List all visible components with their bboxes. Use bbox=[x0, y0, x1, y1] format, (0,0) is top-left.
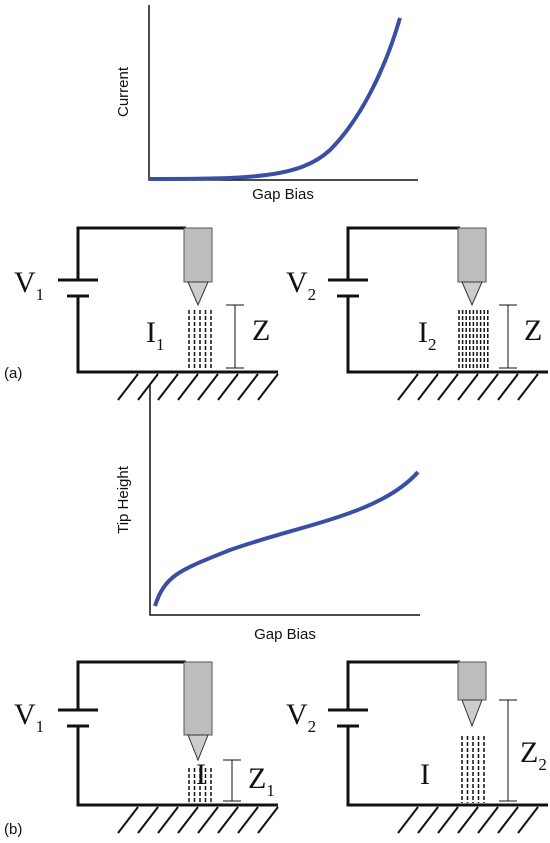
ground-hatch bbox=[518, 807, 538, 833]
ground-hatch bbox=[478, 807, 498, 833]
voltage-label-symbol: V bbox=[286, 698, 308, 731]
wire bbox=[78, 296, 278, 372]
tip-body bbox=[184, 228, 212, 282]
ground-hatch bbox=[418, 807, 438, 833]
ground-hatch bbox=[458, 807, 478, 833]
height-label-symbol: Z bbox=[524, 314, 542, 347]
height-label-symbol: Z bbox=[248, 762, 266, 795]
panel-label: (a) bbox=[4, 365, 22, 382]
tip-body bbox=[458, 228, 486, 282]
x-label: Gap Bias bbox=[254, 626, 316, 643]
height-label-subscript: 2 bbox=[538, 755, 547, 774]
current-label: I bbox=[196, 758, 206, 791]
height-label: Z bbox=[524, 314, 542, 347]
wire bbox=[348, 726, 548, 805]
height-label-symbol: Z bbox=[520, 736, 538, 769]
tip-apex bbox=[188, 735, 208, 760]
tip-apex bbox=[188, 282, 208, 305]
height-label: Z2 bbox=[520, 736, 547, 774]
voltage-label-symbol: V bbox=[14, 698, 36, 731]
stm-diagram: Current Gap Bias (a) Tip Height Gap Bias… bbox=[0, 0, 550, 843]
current-label: I2 bbox=[418, 316, 437, 354]
voltage-label-subscript: 1 bbox=[36, 717, 45, 736]
ground-hatch bbox=[238, 807, 258, 833]
ground-hatch bbox=[138, 807, 158, 833]
ground-hatch bbox=[118, 374, 138, 400]
ground-hatch bbox=[398, 807, 418, 833]
ground-hatch bbox=[178, 807, 198, 833]
voltage-label-symbol: V bbox=[286, 266, 308, 299]
ground-hatch bbox=[458, 374, 478, 400]
ground-hatch bbox=[498, 807, 518, 833]
height-label: Z1 bbox=[248, 762, 275, 800]
current-label: I1 bbox=[146, 316, 165, 354]
height-label: Z bbox=[252, 314, 270, 347]
tip-body bbox=[184, 662, 212, 735]
voltage-label-subscript: 1 bbox=[36, 285, 45, 304]
voltage-label-subscript: 2 bbox=[308, 717, 317, 736]
current-label-symbol: I bbox=[196, 758, 206, 791]
x-label: Gap Bias bbox=[252, 186, 314, 203]
ground-hatch bbox=[258, 807, 278, 833]
voltage-label: V1 bbox=[14, 698, 44, 736]
current-label-symbol: I bbox=[420, 758, 430, 791]
wire bbox=[348, 296, 548, 372]
current-label-subscript: 1 bbox=[156, 335, 165, 354]
tip-body bbox=[458, 662, 486, 700]
current-label-subscript: 2 bbox=[428, 335, 437, 354]
current-label-symbol: I bbox=[418, 316, 428, 349]
height-label-symbol: Z bbox=[252, 314, 270, 347]
voltage-label: V2 bbox=[286, 698, 316, 736]
ground-hatch bbox=[218, 374, 238, 400]
wire bbox=[78, 228, 186, 280]
height-label-subscript: 1 bbox=[266, 781, 275, 800]
ground-hatch bbox=[418, 374, 438, 400]
wire bbox=[348, 228, 460, 280]
ground-hatch bbox=[518, 374, 538, 400]
tip-apex bbox=[462, 700, 482, 726]
ground-hatch bbox=[478, 374, 498, 400]
y-label: Current bbox=[115, 66, 132, 117]
ground-hatch bbox=[118, 807, 138, 833]
current-curve bbox=[149, 18, 400, 179]
ground-hatch bbox=[198, 807, 218, 833]
ground-hatch bbox=[438, 807, 458, 833]
y-label: Tip Height bbox=[115, 465, 132, 534]
ground-hatch bbox=[158, 807, 178, 833]
ground-hatch bbox=[238, 374, 258, 400]
ground-hatch bbox=[438, 374, 458, 400]
voltage-label-subscript: 2 bbox=[308, 285, 317, 304]
voltage-label: V2 bbox=[286, 266, 316, 304]
ground-hatch bbox=[158, 374, 178, 400]
wire bbox=[78, 662, 186, 710]
voltage-label-symbol: V bbox=[14, 266, 36, 299]
ground-hatch bbox=[218, 807, 238, 833]
panel-label: (b) bbox=[4, 821, 22, 838]
voltage-label: V1 bbox=[14, 266, 44, 304]
wire bbox=[348, 662, 460, 710]
current-label: I bbox=[420, 758, 430, 791]
ground-hatch bbox=[198, 374, 218, 400]
ground-hatch bbox=[398, 374, 418, 400]
ground-hatch bbox=[498, 374, 518, 400]
graph-axes bbox=[149, 5, 418, 180]
tip-height-curve bbox=[155, 472, 418, 606]
tip-apex bbox=[462, 282, 482, 305]
ground-hatch bbox=[178, 374, 198, 400]
current-label-symbol: I bbox=[146, 316, 156, 349]
ground-hatch bbox=[258, 374, 278, 400]
ground-hatch bbox=[138, 374, 158, 400]
